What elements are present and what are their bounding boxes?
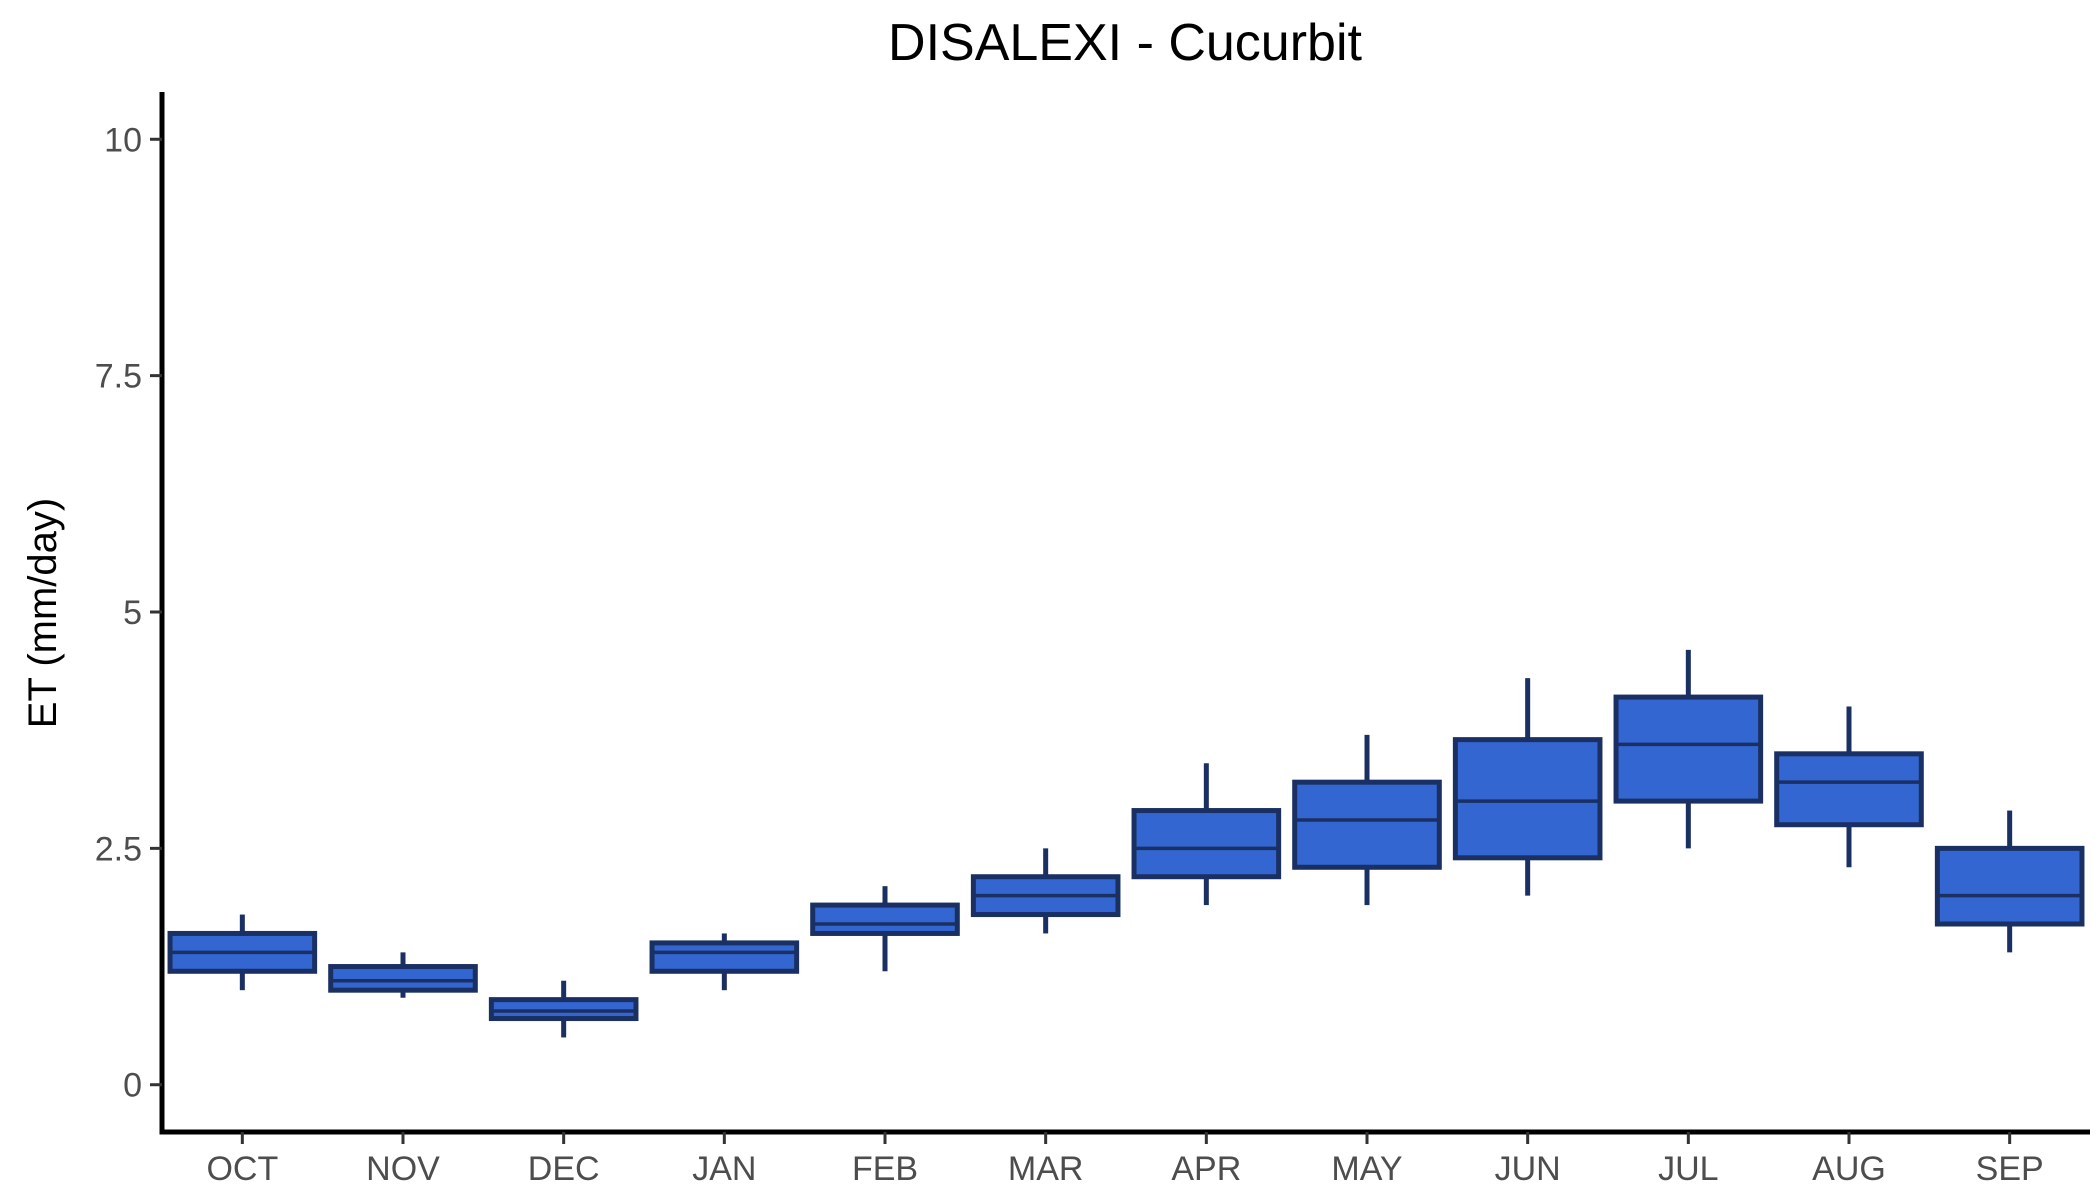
box-feb <box>810 902 960 936</box>
x-tick-label: MAY <box>1331 1150 1402 1188</box>
y-tick-label: 10 <box>104 121 142 159</box>
x-tick-label: APR <box>1171 1150 1241 1188</box>
y-tick-label: 7.5 <box>95 358 142 396</box>
x-tick-label: FEB <box>852 1150 918 1188</box>
box-aug <box>1774 751 1924 828</box>
x-tick-label: MAR <box>1008 1150 1084 1188</box>
box-jun <box>1452 737 1603 861</box>
y-tick-label: 5 <box>123 594 142 632</box>
x-tick-label: JAN <box>692 1150 756 1188</box>
x-tick-label: OCT <box>206 1150 278 1188</box>
box-jan <box>649 940 800 974</box>
x-tick-label: DEC <box>528 1150 600 1188</box>
y-axis-label: ET (mm/day) <box>21 498 65 728</box>
box-jul <box>1613 694 1764 804</box>
box-dec <box>488 997 639 1022</box>
box-sep <box>1934 845 2085 927</box>
box-may <box>1292 779 1442 870</box>
box-nov <box>328 964 478 993</box>
x-tick-label: JUL <box>1658 1150 1718 1188</box>
x-tick-label: AUG <box>1812 1150 1886 1188</box>
y-tick-label: 0 <box>123 1067 142 1105</box>
chart-title: DISALEXI - Cucurbit <box>888 14 1362 72</box>
box-apr <box>1131 808 1282 880</box>
plot-area: 0 2.5 5 7.5 10 OCT NOV DEC JAN FEB MAR APR MAY JUN JUL… <box>95 92 2090 1188</box>
x-tick-label: JUN <box>1495 1150 1561 1188</box>
x-tick-label: NOV <box>366 1150 440 1188</box>
x-tick-label: SEP <box>1976 1150 2044 1188</box>
y-tick-label: 2.5 <box>95 830 142 868</box>
